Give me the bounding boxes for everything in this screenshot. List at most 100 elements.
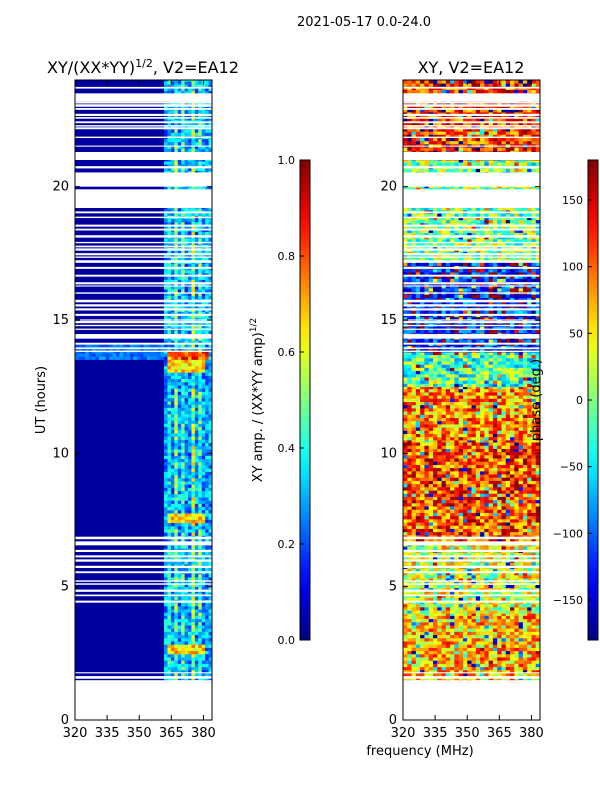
amp-cell xyxy=(201,561,206,565)
amp-cell xyxy=(184,634,189,639)
phase-cell xyxy=(445,506,451,510)
amp-cell xyxy=(174,129,179,133)
phase-cell xyxy=(484,618,490,623)
phase-cell xyxy=(488,587,494,592)
amp-cell xyxy=(205,493,209,498)
amp-cell xyxy=(174,109,179,114)
amp-cell xyxy=(184,631,189,636)
amp-cell xyxy=(205,362,209,367)
phase-cell xyxy=(480,669,485,674)
amp-cell xyxy=(208,132,212,136)
amp-cell xyxy=(201,439,206,444)
amp-cell xyxy=(208,340,212,344)
phase-cell xyxy=(458,612,464,616)
phase-cell xyxy=(480,603,485,608)
phase-cell xyxy=(411,574,417,579)
amp-cell xyxy=(174,497,179,501)
phase-cell xyxy=(437,522,442,526)
amp-cell xyxy=(164,289,168,293)
amp-cell xyxy=(164,372,168,376)
phase-cell xyxy=(467,490,472,494)
phase-cell xyxy=(458,625,464,629)
phase-cell xyxy=(437,641,442,645)
amp-cell xyxy=(194,119,199,124)
phase-cell xyxy=(522,562,528,566)
amp-cell xyxy=(177,621,182,626)
amp-cell xyxy=(194,391,199,396)
amp-cell xyxy=(177,295,182,300)
phase-cell xyxy=(424,490,430,494)
phase-cell xyxy=(522,480,528,485)
amp-cell xyxy=(177,394,182,399)
phase-cell xyxy=(514,538,519,542)
phase-cell xyxy=(497,587,502,592)
phase-cell xyxy=(505,673,511,677)
amp-heatmap xyxy=(75,80,212,684)
amp-cell xyxy=(164,615,168,620)
amp-gap-line xyxy=(75,321,212,324)
phase-cell xyxy=(462,631,468,636)
phase-cell xyxy=(471,490,477,494)
amp-cell xyxy=(174,657,179,661)
phase-cell xyxy=(411,625,417,629)
amp-cell xyxy=(188,164,192,168)
phase-cell xyxy=(428,480,434,485)
amp-cell xyxy=(181,365,185,370)
phase-cell xyxy=(535,515,540,520)
phase-cell xyxy=(527,637,532,642)
amp-cell xyxy=(194,602,199,607)
amp-cell xyxy=(205,87,209,92)
phase-cell xyxy=(445,653,451,658)
amp-cell xyxy=(174,634,179,639)
amp-cell xyxy=(194,164,199,168)
amp-cell xyxy=(191,372,196,376)
phase-cell xyxy=(454,628,460,632)
phase-cell xyxy=(535,555,540,560)
amp-cell xyxy=(164,407,168,412)
amp-cell xyxy=(188,407,192,412)
amp-cell xyxy=(205,634,209,639)
phase-cell xyxy=(480,666,485,671)
phase-cell xyxy=(450,490,455,494)
amp-cell xyxy=(181,669,185,674)
amp-cell xyxy=(181,618,185,623)
phase-cell xyxy=(488,483,494,488)
amp-cell xyxy=(188,285,192,290)
phase-cell xyxy=(450,522,455,526)
phase-cell xyxy=(403,581,408,585)
amp-cell xyxy=(170,87,175,92)
phase-cell xyxy=(522,538,528,542)
phase-cell xyxy=(518,562,524,566)
phase-cell xyxy=(458,574,464,579)
phase-cell xyxy=(420,618,425,623)
phase-cell xyxy=(505,650,511,655)
amp-cell xyxy=(164,292,168,296)
phase-cell xyxy=(510,499,515,504)
phase-cell xyxy=(462,502,468,507)
amp-cell xyxy=(188,132,192,136)
phase-cell xyxy=(441,578,447,582)
amp-cell xyxy=(157,356,162,360)
phase-cell xyxy=(424,634,430,639)
phase-cell xyxy=(480,663,485,668)
phase-cell xyxy=(424,621,430,626)
phase-cell xyxy=(458,474,464,478)
amp-cell xyxy=(126,353,131,357)
amp-cell xyxy=(198,87,203,92)
amp-cell xyxy=(181,148,185,152)
phase-cell xyxy=(407,666,412,671)
phase-cell xyxy=(475,625,481,629)
phase-cell xyxy=(432,552,438,557)
amp-cell xyxy=(188,442,192,447)
phase-cell xyxy=(527,606,532,611)
amp-cell xyxy=(191,653,196,658)
amp-cell xyxy=(188,468,192,472)
phase-cell xyxy=(424,562,430,566)
amp-cell xyxy=(188,605,192,610)
amp-cell xyxy=(105,343,110,348)
phase-cell xyxy=(424,631,430,636)
amp-cell xyxy=(184,314,189,319)
amp-cell xyxy=(205,522,209,527)
phase-cell xyxy=(535,615,540,620)
amp-cell xyxy=(167,545,172,549)
